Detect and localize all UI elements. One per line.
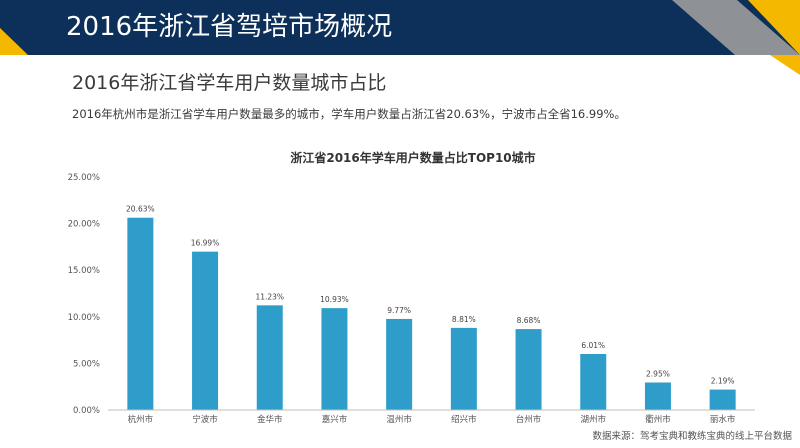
y-tick-label: 10.00% [68,313,100,323]
y-tick-label: 15.00% [68,266,100,276]
bar [709,389,736,410]
data-label: 6.01% [581,341,605,350]
left-yellow-triangle [0,28,28,55]
y-tick-label: 25.00% [68,173,100,183]
x-tick-label: 丽水市 [710,414,736,425]
page-title: 2016年浙江省驾培市场概况 [66,12,393,42]
x-tick-label: 温州市 [386,414,412,425]
x-tick-label: 杭州市 [128,414,154,425]
right-yellow-tail [770,55,800,75]
y-tick-label: 5.00% [73,359,100,369]
bar [256,305,283,410]
bar [580,353,607,410]
data-label: 10.93% [320,295,349,304]
data-label: 2.19% [711,377,735,386]
right-gray-stripe [672,0,800,55]
bar [386,318,413,410]
x-tick-label: 湖州市 [580,414,606,425]
section-description: 2016年杭州市是浙江省学车用户数量最多的城市，学车用户数量占浙江省20.63%… [72,107,626,121]
data-label: 16.99% [191,239,220,248]
data-source-note: 数据来源：驾考宝典和教练宝典的线上平台数据 [592,431,792,442]
chart-canvas: 浙江省2016年学车用户数量占比TOP10城市 0.00% 5.00% 10.00%… [68,150,755,425]
bar [127,217,154,410]
bar [192,251,219,410]
chart-title: 浙江省2016年学车用户数量占比TOP10城市 [290,150,535,165]
bar [644,382,671,410]
bar [515,329,542,410]
y-tick-label: 20.00% [68,220,100,230]
x-tick-label: 衢州市 [645,414,671,425]
bar [450,327,477,410]
bar [321,308,348,410]
corner-decoration [0,0,800,75]
header-bar: 2016年浙江省驾培市场概况 [0,0,800,55]
x-tick-label: 绍兴市 [451,414,477,425]
x-tick-label: 台州市 [516,414,542,425]
data-label: 9.77% [387,306,411,315]
y-tick-label: 0.00% [73,406,100,416]
bar-series: 20.63% 16.99% 11.23% 10.93% 9.77% 8.81% 8.68% 6… [126,205,736,410]
x-tick-label: 嘉兴市 [322,414,348,425]
right-yellow-stripe [748,0,800,55]
data-label: 8.81% [452,315,476,324]
section-title: 2016年浙江省学车用户数量城市占比 [72,72,387,94]
data-label: 8.68% [517,316,541,325]
x-tick-label: 金华市 [257,414,283,425]
y-axis: 0.00% 5.00% 10.00% 15.00% 20.00% 25.00% [68,173,100,416]
x-axis: 杭州市 宁波市 金华市 嘉兴市 温州市 绍兴市 台州市 湖州市 衢州市 丽水市 [108,409,755,425]
data-label: 11.23% [255,292,284,301]
data-label: 2.95% [646,370,670,379]
data-label: 20.63% [126,205,155,214]
x-tick-label: 宁波市 [192,414,218,425]
bar-chart: 浙江省2016年学车用户数量占比TOP10城市 0.00% 5.00% 10.00%… [0,135,800,430]
